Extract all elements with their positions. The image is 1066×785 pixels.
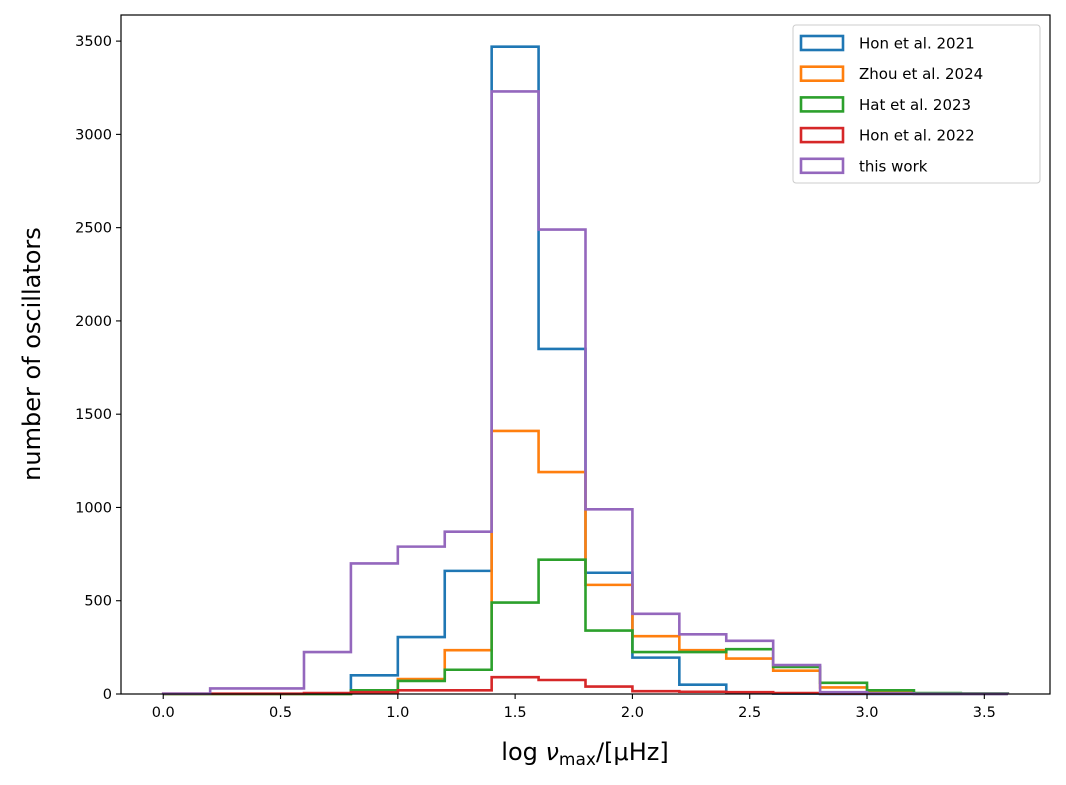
y-tick-label: 3500: [75, 34, 112, 50]
y-tick-label: 3000: [75, 127, 112, 143]
x-axis-label-symbol: ν: [546, 738, 559, 766]
x-axis-label-suffix: /[μHz]: [596, 738, 669, 766]
legend-label: Hon et al. 2022: [859, 127, 975, 145]
y-axis: 0 500 1000 1500 2000 2500 3000 3500: [75, 34, 121, 703]
legend-label: this work: [859, 157, 928, 175]
legend-label: Zhou et al. 2024: [859, 65, 983, 83]
legend-swatch: [799, 157, 845, 175]
y-tick-label: 2000: [75, 314, 112, 330]
y-tick-label: 500: [84, 594, 112, 610]
x-axis-label-prefix: log: [501, 738, 545, 766]
x-tick-label: 1.0: [386, 705, 409, 721]
legend-label: Hat et al. 2023: [859, 96, 971, 114]
plot-frame: [120, 14, 1051, 695]
legend-swatch: [799, 34, 845, 52]
y-tick-label: 1500: [75, 407, 112, 423]
x-tick-label: 3.5: [973, 705, 996, 721]
y-tick-label: 0: [103, 687, 112, 703]
x-tick-label: 2.5: [738, 705, 761, 721]
legend-swatch: [799, 126, 845, 144]
x-axis-label-subscript: max: [559, 750, 596, 770]
x-tick-label: 2.0: [621, 705, 644, 721]
y-tick-label: 1000: [75, 500, 112, 516]
legend: Hon et al. 2021 Zhou et al. 2024 Hat et al…: [792, 24, 1041, 184]
x-axis: 0.0 0.5 1.0 1.5 2.0 2.5 3.0 3.5: [152, 694, 996, 721]
x-tick-label: 1.5: [504, 705, 527, 721]
x-axis-label: log νmax/[μHz]: [501, 738, 668, 770]
legend-swatch: [799, 96, 845, 113]
legend-frame: [792, 24, 1041, 184]
y-axis-label: number of oscillators: [18, 227, 46, 481]
x-tick-label: 0.0: [152, 705, 175, 721]
series-this-work: [161, 90, 1010, 696]
x-tick-label: 0.5: [269, 705, 292, 721]
x-tick-label: 3.0: [855, 705, 878, 721]
legend-swatch: [799, 65, 845, 82]
y-tick-label: 2500: [75, 221, 112, 237]
series-hat-et-al-2023: [163, 558, 1010, 696]
legend-label: Hon et al. 2021: [859, 35, 975, 53]
